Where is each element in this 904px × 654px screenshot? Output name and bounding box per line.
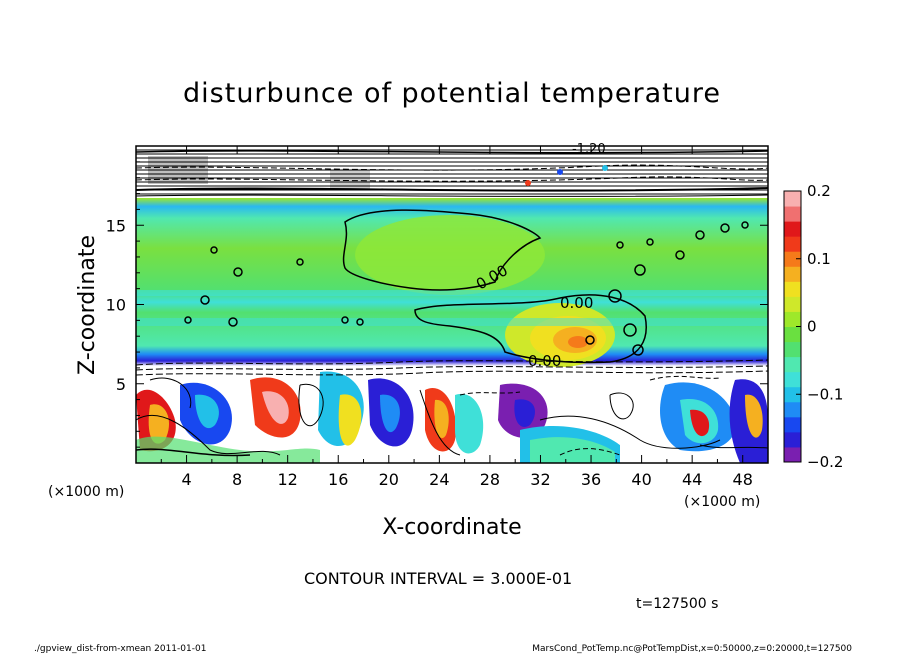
colorbar-swatch [784,296,801,312]
colorbar-swatch [784,206,801,222]
colorbar-ticks: 0.2 0.1 0 −0.1 −0.2 [796,182,843,471]
x-tick-label: 8 [232,470,242,489]
contour-interval-text: CONTOUR INTERVAL = 3.000E-01 [304,569,572,588]
x-tick-label: 32 [530,470,550,489]
colorbar-swatch [784,326,801,343]
chart-title: disturbunce of potential temperature [183,78,721,109]
colorbar-swatch [784,401,801,418]
lower-contours [136,375,768,457]
colorbar-swatch [784,311,801,327]
x-tick-label: 48 [733,470,753,489]
plot-area [136,146,768,463]
colorbar-swatch [784,266,801,282]
footer-left: ./gpview_dist-from-xmean 2011-01-01 [34,644,206,654]
x-tick-label: 12 [278,470,298,489]
colorbar-swatch [784,446,801,463]
colorbar-swatch [784,191,801,207]
colorbar-swatch [784,356,801,373]
colorbar-swatch [784,341,801,358]
colorbar-tick-label: −0.2 [807,453,843,471]
colorbar-swatch [784,416,801,433]
x-tick-label: 28 [480,470,500,489]
y-tick-label: 15 [106,216,126,235]
x-axis-label: X-coordinate [382,515,521,540]
colorbar-swatch [784,281,801,297]
x-tick-label: 36 [581,470,601,489]
colorbar-swatch [784,371,801,388]
colorbar-swatch [784,386,801,403]
x-tick-label: 40 [631,470,651,489]
x-unit-left: (×1000 m) [48,484,124,500]
x-tick-label: 4 [181,470,191,489]
footer-right: MarsCond_PotTemp.nc@PotTempDist,x=0:5000… [532,644,852,654]
time-text: t=127500 s [636,596,718,612]
colorbar-swatch [784,431,801,448]
x-tick-label: 16 [328,470,348,489]
x-tick-label: 20 [379,470,399,489]
colorbar-swatch [784,251,801,267]
colorbar-swatch [784,236,801,252]
colorbar-tick-label: 0.2 [807,182,831,200]
y-tick-label: 5 [116,375,126,394]
lower-turbulence [136,371,768,463]
contour-label: -1.20 [572,142,606,157]
x-unit-right: (×1000 m) [684,494,760,510]
contour-label: 0.00 [560,294,593,312]
upper-contours [136,146,768,198]
colorbar-tick-label: −0.1 [807,385,843,403]
colorbar-tick-label: 0.1 [807,250,831,268]
colorbar-tick-label: 0 [807,318,817,336]
x-tick-label: 24 [429,470,449,489]
y-tick-label: 10 [106,296,126,315]
colorbar [784,191,801,463]
mid-contours [136,209,768,376]
y-axis-label: Z-coordinate [75,235,100,375]
x-tick-label: 44 [682,470,702,489]
colorbar-swatch [784,221,801,237]
contour-label: 0.00 [528,352,561,370]
